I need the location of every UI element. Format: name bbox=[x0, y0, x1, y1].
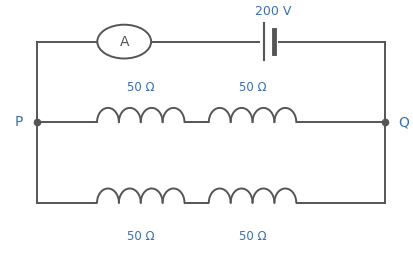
Text: 50 Ω: 50 Ω bbox=[127, 230, 154, 243]
Text: 50 Ω: 50 Ω bbox=[238, 81, 266, 94]
Text: 50 Ω: 50 Ω bbox=[127, 81, 154, 94]
Text: Q: Q bbox=[397, 115, 408, 129]
Text: A: A bbox=[119, 35, 128, 49]
Circle shape bbox=[97, 25, 151, 58]
Text: P: P bbox=[14, 115, 23, 129]
Text: 50 Ω: 50 Ω bbox=[238, 230, 266, 243]
Text: 200 V: 200 V bbox=[254, 5, 291, 18]
